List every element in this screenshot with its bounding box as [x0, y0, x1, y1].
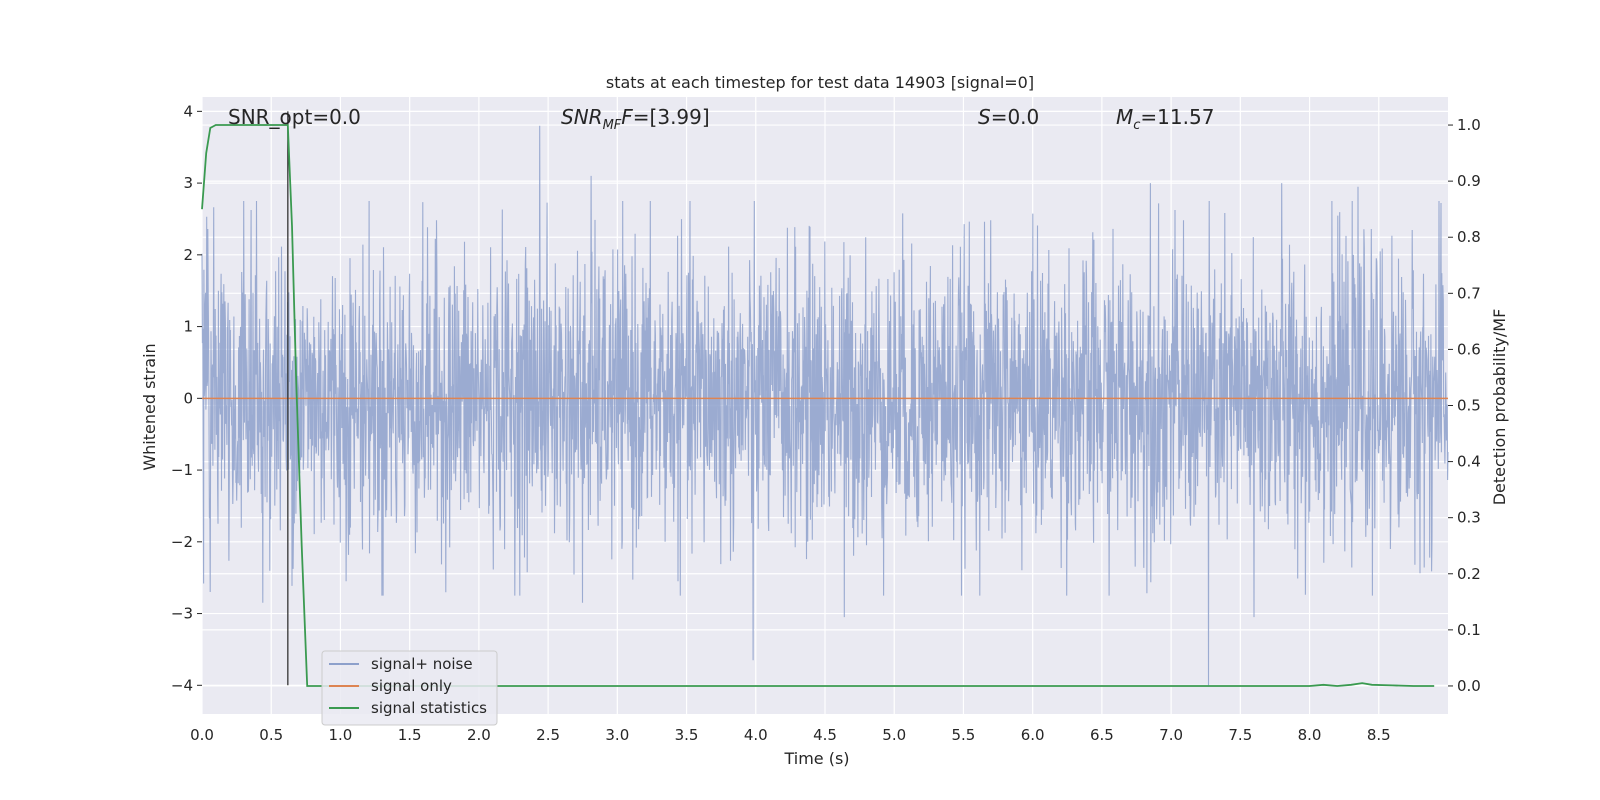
- x-tick-label: 2.5: [536, 726, 560, 744]
- x-tick-label: 1.0: [329, 726, 353, 744]
- x-tick-label: 6.0: [1021, 726, 1045, 744]
- s-value: =0.0: [991, 105, 1040, 129]
- series-signal-plus-noise-path: [201, 125, 1449, 686]
- y-right-tick-label: 0.7: [1457, 284, 1481, 302]
- legend: signal+ noise signal only signal statist…: [321, 650, 498, 726]
- x-tick-label: 4.5: [813, 726, 837, 744]
- y-right-tick-label: 0.2: [1457, 565, 1481, 583]
- mc-symbol: M: [1116, 105, 1133, 129]
- x-tick-label: 1.5: [398, 726, 422, 744]
- mc-value: =11.57: [1140, 105, 1214, 129]
- legend-label-signal-statistics: signal statistics: [371, 699, 487, 717]
- annotation-snr-mf: SNRMFF=[3.99]: [561, 105, 710, 133]
- legend-label-signal-only: signal only: [371, 677, 452, 695]
- annotation-s: S=0.0: [978, 105, 1039, 129]
- y-tick-label: −3: [171, 605, 193, 623]
- y-right-tick-label: 1.0: [1457, 116, 1481, 134]
- y-right-tick-label: 0.5: [1457, 397, 1481, 415]
- legend-label-signal-plus-noise: signal+ noise: [371, 655, 473, 673]
- x-axis-label: Time (s): [783, 749, 849, 768]
- snr-mf-f: F: [621, 105, 633, 129]
- x-tick-label: 8.5: [1367, 726, 1391, 744]
- y-tick-label: 4: [183, 102, 193, 120]
- x-tick-label: 0.5: [259, 726, 283, 744]
- snr-mf-subscript: MF: [603, 118, 622, 133]
- s-symbol: S: [978, 105, 991, 129]
- y-tick-label: 2: [183, 246, 193, 264]
- y-right-tick-label: 0.6: [1457, 340, 1481, 358]
- y-right-axis-label: Detection probability/MF: [1490, 309, 1509, 506]
- x-axis-ticks: 0.0 0.5 1.0 1.5 2.0 2.5 3.0 3.5 4.0 4.5 5.0 5.5 6.0 6…: [190, 726, 1391, 744]
- y-tick-label: 3: [183, 174, 193, 192]
- series-signal-plus-noise: [201, 125, 1449, 686]
- y-right-tick-label: 0.3: [1457, 509, 1481, 527]
- x-tick-label: 7.0: [1159, 726, 1183, 744]
- y-right-tick-label: 0.9: [1457, 172, 1481, 190]
- annotation-snr-opt: SNR_opt=0.0: [228, 105, 361, 129]
- x-tick-label: 3.5: [675, 726, 699, 744]
- y-right-tick-label: 0.8: [1457, 228, 1481, 246]
- x-tick-label: 8.0: [1298, 726, 1322, 744]
- y-right-tick-label: 0.1: [1457, 621, 1481, 639]
- y-tick-label: −1: [171, 461, 193, 479]
- y-tick-label: −2: [171, 533, 193, 551]
- chart-title: stats at each timestep for test data 149…: [606, 73, 1034, 92]
- x-tick-label: 3.0: [605, 726, 629, 744]
- y-right-axis-ticks: 0.0 0.1 0.2 0.3 0.4 0.5 0.6 0.7 0.8 0.9 1.0: [1448, 116, 1481, 695]
- x-tick-label: 7.5: [1228, 726, 1252, 744]
- x-tick-label: 4.0: [744, 726, 768, 744]
- snr-mf-value: =[3.99]: [633, 105, 710, 129]
- x-tick-label: 5.0: [882, 726, 906, 744]
- x-tick-label: 2.0: [467, 726, 491, 744]
- y-axis-label: Whitened strain: [140, 343, 159, 470]
- legend-box: [321, 650, 498, 726]
- y-right-tick-label: 0.4: [1457, 453, 1481, 471]
- mc-subscript: c: [1133, 118, 1140, 133]
- annotation-mc: Mc=11.57: [1116, 105, 1214, 133]
- y-tick-label: −4: [171, 676, 193, 694]
- snr-mf-symbol: SNR: [561, 105, 603, 129]
- y-right-tick-label: 0.0: [1457, 677, 1481, 695]
- x-tick-label: 6.5: [1090, 726, 1114, 744]
- x-tick-label: 0.0: [190, 726, 214, 744]
- y-axis-ticks: −4 −3 −2 −1 0 1 2 3 4: [171, 102, 202, 694]
- x-tick-label: 5.5: [952, 726, 976, 744]
- y-tick-label: 0: [183, 389, 193, 407]
- y-tick-label: 1: [183, 318, 193, 336]
